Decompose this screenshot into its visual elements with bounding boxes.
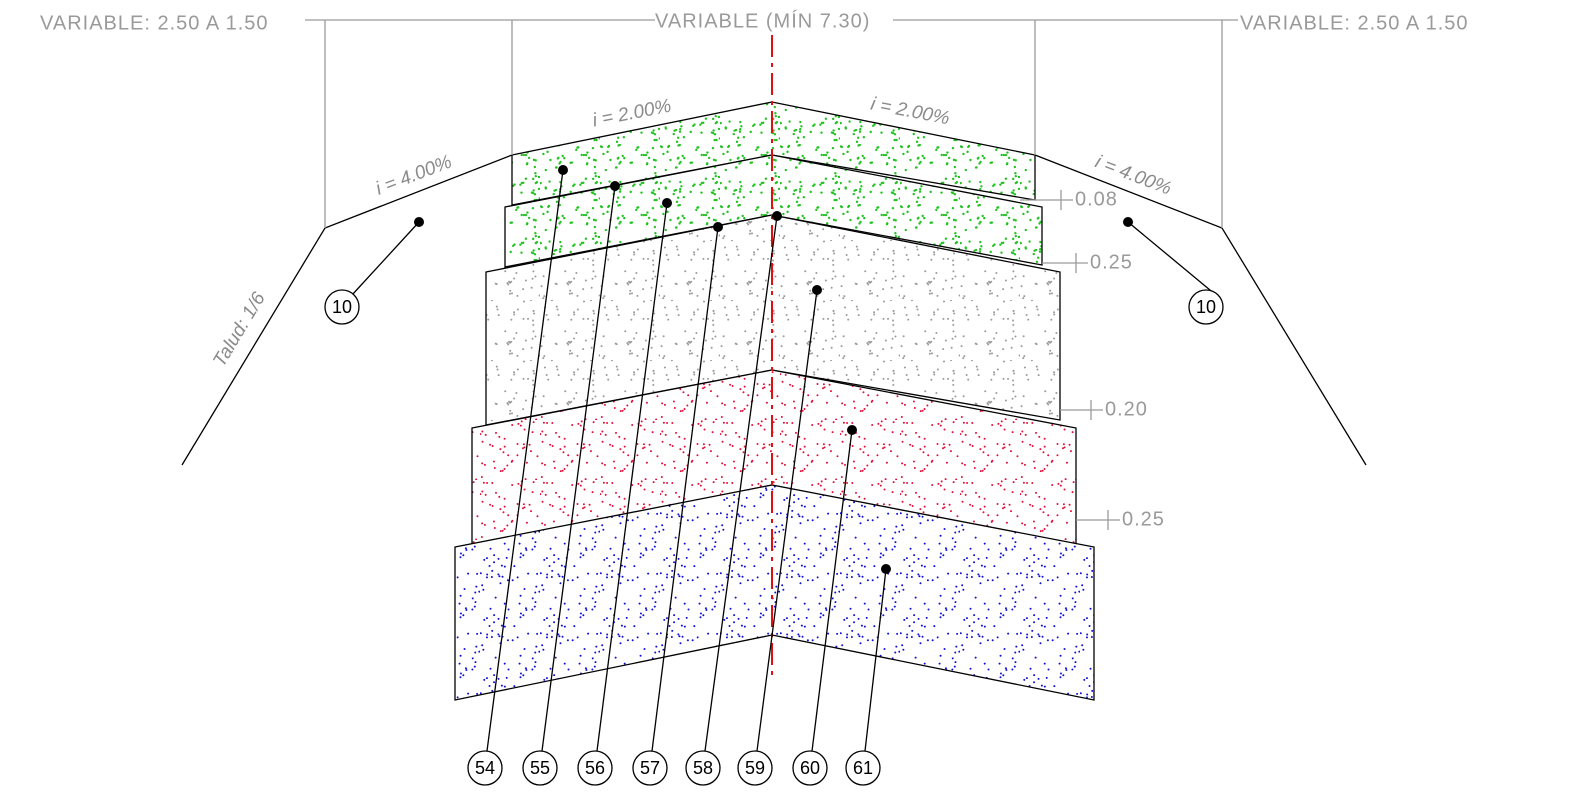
callout-circle [737,750,773,786]
thickness-label: 0.08 [1075,188,1118,210]
callout-circle [522,750,558,786]
callout-circle [792,750,828,786]
leader [704,215,778,752]
leader [756,289,818,752]
callout-label: 54 [475,758,495,778]
callout-circle [685,750,721,786]
thickness-label: 0.20 [1105,398,1148,420]
callout-label: 56 [585,758,605,778]
leader [351,221,420,296]
leader [651,226,719,752]
callout-label: 60 [800,758,820,778]
leader-dot [713,222,723,232]
leader [864,568,887,752]
callout-label: 10 [332,297,352,317]
leader-dot [558,165,568,175]
slope-label: i = 4.00% [373,151,455,199]
leader [596,202,668,752]
callout-label: 61 [853,758,873,778]
leader [1127,221,1217,296]
leader [541,185,616,752]
leader [811,429,853,752]
leader-dot [772,211,782,221]
leader [486,169,564,752]
callout-circle [577,750,613,786]
leader-dot [847,425,857,435]
callout-label: 57 [640,758,660,778]
thickness-label: 0.25 [1122,508,1165,530]
callout-circle [845,750,881,786]
leader-dot [812,285,822,295]
callout-label: 58 [693,758,713,778]
callout-circle [467,750,503,786]
leader-dot [414,217,424,227]
leader-dot [662,198,672,208]
callout-label: 55 [530,758,550,778]
callout-circle [324,289,360,325]
leader-dot [610,181,620,191]
callout-label: 10 [1196,297,1216,317]
talud-label: Talud: 1/6 [209,289,270,371]
thickness-label: 0.25 [1090,251,1133,273]
leader-dot [881,564,891,574]
callout-circle [632,750,668,786]
leader-dot [1123,217,1133,227]
annotations: 0.08 0.25 0.20 0.25 10 10 54 55 56 57 58 59 60 61 [324,165,1224,786]
callout-circle [1188,289,1224,325]
dim-center: VARIABLE (MÍN 7.30) [655,9,870,32]
dim-right: VARIABLE: 2.50 A 1.50 [1240,12,1469,34]
callout-label: 59 [745,758,765,778]
dim-left: VARIABLE: 2.50 A 1.50 [40,12,269,34]
